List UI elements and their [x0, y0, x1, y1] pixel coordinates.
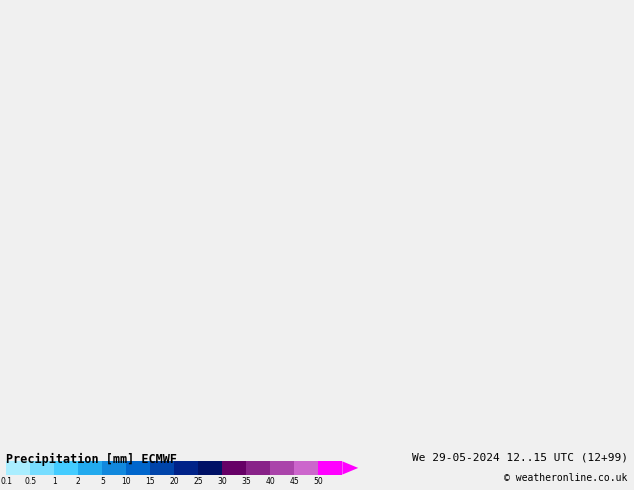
Polygon shape	[342, 462, 358, 474]
Text: 5: 5	[100, 477, 105, 486]
Bar	[247, 462, 270, 474]
Bar	[6, 462, 30, 474]
Bar	[318, 462, 342, 474]
Text: 15: 15	[146, 477, 155, 486]
Text: 2: 2	[76, 477, 81, 486]
Text: 20: 20	[169, 477, 179, 486]
Bar	[198, 462, 223, 474]
Bar	[55, 462, 79, 474]
Bar	[294, 462, 318, 474]
Bar	[126, 462, 150, 474]
Text: © weatheronline.co.uk: © weatheronline.co.uk	[504, 473, 628, 483]
Text: We 29-05-2024 12..15 UTC (12+99): We 29-05-2024 12..15 UTC (12+99)	[411, 453, 628, 463]
Bar	[150, 462, 174, 474]
Bar	[174, 462, 198, 474]
Text: 1: 1	[52, 477, 56, 486]
Text: Precipitation [mm] ECMWF: Precipitation [mm] ECMWF	[6, 453, 178, 466]
Bar	[79, 462, 102, 474]
Bar	[223, 462, 247, 474]
Text: 35: 35	[242, 477, 251, 486]
Text: 45: 45	[290, 477, 299, 486]
Bar	[102, 462, 126, 474]
Text: 0.1: 0.1	[1, 477, 12, 486]
Bar	[30, 462, 55, 474]
Text: 30: 30	[217, 477, 227, 486]
Text: 0.5: 0.5	[24, 477, 36, 486]
Bar	[270, 462, 294, 474]
Text: 50: 50	[313, 477, 323, 486]
Text: 25: 25	[193, 477, 203, 486]
Text: 40: 40	[266, 477, 275, 486]
Text: 10: 10	[122, 477, 131, 486]
